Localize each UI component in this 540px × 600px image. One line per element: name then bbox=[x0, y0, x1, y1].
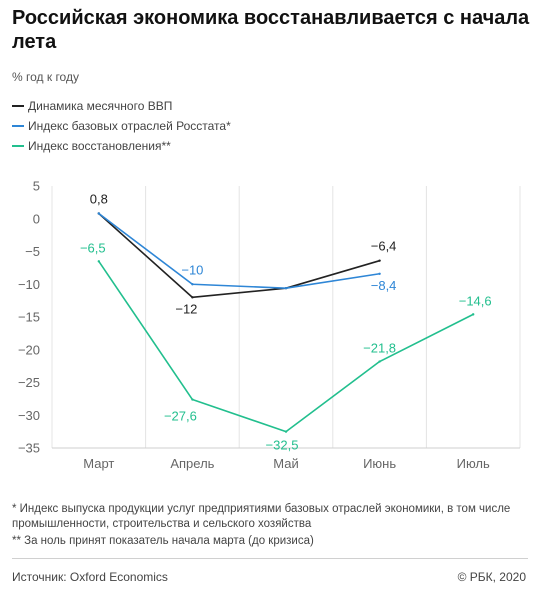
source-text: Источник: Oxford Economics bbox=[12, 570, 168, 584]
legend-item-recovery: Индекс восстановления** bbox=[12, 136, 231, 156]
y-tick-label: −10 bbox=[18, 277, 40, 292]
data-point-gdp bbox=[191, 296, 194, 299]
line-chart: 5 0 −5 −10 −15 −20 −25 −30 −35 Март Апрель Май Июнь И… bbox=[18, 179, 521, 471]
copyright-text: © РБК, 2020 bbox=[457, 570, 526, 584]
legend-label-recovery: Индекс восстановления** bbox=[28, 139, 171, 153]
data-point-recovery bbox=[97, 260, 101, 263]
x-tick-label: Июль bbox=[457, 456, 490, 471]
y-tick-label: −15 bbox=[18, 310, 40, 325]
y-tick-label: −25 bbox=[18, 375, 40, 390]
legend-label-base-industries: Индекс базовых отраслей Росстата* bbox=[28, 119, 231, 133]
footnote-base-industries: * Индекс выпуска продукции услуг предпри… bbox=[12, 503, 511, 530]
y-tick-label: −30 bbox=[18, 408, 40, 423]
footnote-recovery: ** За ноль принят показатель начала март… bbox=[12, 535, 314, 547]
legend-swatch-recovery bbox=[12, 145, 24, 147]
data-label-gdp: −6,4 bbox=[371, 239, 397, 254]
data-label-base-industries: −10 bbox=[181, 262, 203, 277]
x-tick-label: Март bbox=[83, 456, 114, 471]
data-point-gdp bbox=[378, 259, 381, 262]
legend: Динамика месячного ВВП Индекс базовых от… bbox=[12, 96, 231, 156]
y-tick-label: −35 bbox=[18, 441, 40, 456]
data-label-base-industries: −8,4 bbox=[371, 278, 397, 293]
legend-label-gdp: Динамика месячного ВВП bbox=[28, 99, 173, 113]
x-tick-label: Июнь bbox=[363, 456, 396, 471]
data-point-recovery bbox=[284, 430, 288, 433]
y-tick-label: 0 bbox=[33, 211, 40, 226]
data-point-recovery bbox=[472, 313, 475, 316]
legend-swatch-gdp bbox=[12, 105, 24, 107]
data-label-recovery: −21,8 bbox=[363, 341, 396, 356]
series-line-gdp bbox=[98, 212, 380, 299]
chart-subtitle: % год к году bbox=[12, 70, 79, 84]
legend-item-base-industries: Индекс базовых отраслей Росстата* bbox=[12, 116, 231, 136]
data-point-base-industries bbox=[97, 212, 101, 215]
data-label-recovery: −32,5 bbox=[266, 438, 299, 453]
chart-title: Российская экономика восстанавливается с… bbox=[12, 7, 530, 53]
legend-swatch-base-industries bbox=[12, 125, 24, 127]
x-tick-label: Апрель bbox=[170, 456, 214, 471]
legend-item-gdp: Динамика месячного ВВП bbox=[12, 96, 231, 116]
data-point-base-industries bbox=[284, 286, 288, 290]
footer-divider bbox=[12, 558, 528, 559]
y-tick-label: −20 bbox=[18, 342, 40, 357]
data-point-recovery bbox=[191, 398, 194, 401]
data-label-recovery: −14,6 bbox=[459, 293, 492, 308]
x-tick-label: Май bbox=[273, 456, 298, 471]
data-point-recovery bbox=[378, 360, 381, 363]
series-line-recovery bbox=[98, 260, 474, 433]
y-tick-label: 5 bbox=[33, 179, 40, 194]
y-tick-label: −5 bbox=[25, 244, 40, 259]
data-label-gdp: −12 bbox=[175, 301, 197, 316]
data-label-recovery: −6,5 bbox=[80, 240, 106, 255]
data-point-base-industries bbox=[191, 283, 194, 286]
series-line-base-industries bbox=[98, 212, 380, 289]
data-label-recovery: −27,6 bbox=[164, 409, 197, 424]
data-label-gdp: 0,8 bbox=[90, 192, 108, 207]
data-point-base-industries bbox=[378, 272, 381, 275]
